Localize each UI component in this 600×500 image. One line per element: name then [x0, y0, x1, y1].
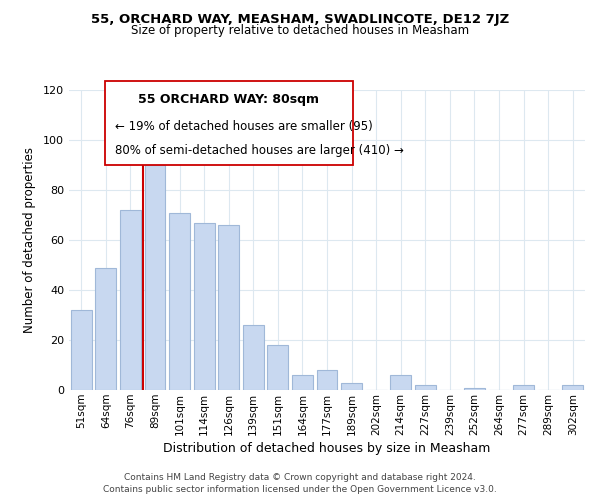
- Bar: [218, 225, 239, 390]
- Bar: [562, 385, 583, 390]
- Bar: [464, 388, 485, 390]
- Text: ← 19% of detached houses are smaller (95): ← 19% of detached houses are smaller (95…: [115, 120, 373, 133]
- Bar: [341, 382, 362, 390]
- Bar: [95, 268, 116, 390]
- Y-axis label: Number of detached properties: Number of detached properties: [23, 147, 36, 333]
- Text: Contains public sector information licensed under the Open Government Licence v3: Contains public sector information licen…: [103, 485, 497, 494]
- Bar: [71, 310, 92, 390]
- Text: Contains HM Land Registry data © Crown copyright and database right 2024.: Contains HM Land Registry data © Crown c…: [124, 472, 476, 482]
- Bar: [120, 210, 141, 390]
- Text: 80% of semi-detached houses are larger (410) →: 80% of semi-detached houses are larger (…: [115, 144, 404, 157]
- Bar: [513, 385, 534, 390]
- Text: Size of property relative to detached houses in Measham: Size of property relative to detached ho…: [131, 24, 469, 37]
- Bar: [268, 345, 289, 390]
- Bar: [292, 375, 313, 390]
- Bar: [243, 325, 264, 390]
- Text: 55, ORCHARD WAY, MEASHAM, SWADLINCOTE, DE12 7JZ: 55, ORCHARD WAY, MEASHAM, SWADLINCOTE, D…: [91, 12, 509, 26]
- Bar: [390, 375, 411, 390]
- Bar: [194, 222, 215, 390]
- FancyBboxPatch shape: [105, 81, 353, 165]
- X-axis label: Distribution of detached houses by size in Measham: Distribution of detached houses by size …: [163, 442, 491, 455]
- Bar: [317, 370, 337, 390]
- Bar: [415, 385, 436, 390]
- Bar: [169, 212, 190, 390]
- Bar: [145, 165, 166, 390]
- Text: 55 ORCHARD WAY: 80sqm: 55 ORCHARD WAY: 80sqm: [139, 93, 319, 106]
